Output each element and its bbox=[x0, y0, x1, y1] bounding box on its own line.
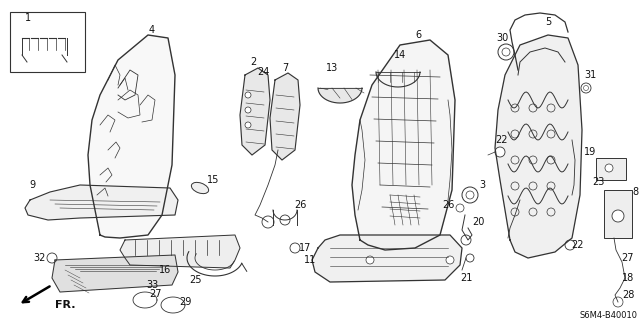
Polygon shape bbox=[312, 235, 462, 282]
Circle shape bbox=[529, 156, 537, 164]
Text: 13: 13 bbox=[326, 63, 338, 73]
Text: 11: 11 bbox=[304, 255, 316, 265]
Circle shape bbox=[461, 235, 471, 245]
Circle shape bbox=[498, 44, 514, 60]
Polygon shape bbox=[352, 40, 455, 250]
Circle shape bbox=[584, 85, 589, 91]
Text: 6: 6 bbox=[415, 30, 421, 40]
Text: 7: 7 bbox=[282, 63, 288, 73]
Circle shape bbox=[511, 104, 519, 112]
Polygon shape bbox=[495, 35, 582, 258]
Circle shape bbox=[502, 48, 510, 56]
Circle shape bbox=[262, 216, 274, 228]
Circle shape bbox=[245, 122, 251, 128]
Circle shape bbox=[466, 254, 474, 262]
Polygon shape bbox=[270, 73, 300, 160]
Circle shape bbox=[47, 253, 57, 263]
Text: 28: 28 bbox=[622, 290, 634, 300]
Polygon shape bbox=[25, 185, 178, 220]
Text: FR.: FR. bbox=[55, 300, 76, 310]
Polygon shape bbox=[318, 88, 362, 103]
Text: 29: 29 bbox=[179, 297, 191, 307]
Circle shape bbox=[466, 191, 474, 199]
Circle shape bbox=[245, 92, 251, 98]
Text: 23: 23 bbox=[592, 177, 604, 187]
Circle shape bbox=[495, 147, 505, 157]
Polygon shape bbox=[240, 68, 270, 155]
Circle shape bbox=[547, 208, 555, 216]
Text: 17: 17 bbox=[299, 243, 311, 253]
Text: 30: 30 bbox=[496, 33, 508, 43]
Text: 27: 27 bbox=[148, 289, 161, 299]
Text: 33: 33 bbox=[146, 280, 158, 290]
Circle shape bbox=[245, 107, 251, 113]
Circle shape bbox=[529, 208, 537, 216]
Text: 27: 27 bbox=[621, 253, 634, 263]
Polygon shape bbox=[88, 35, 175, 238]
Circle shape bbox=[280, 215, 290, 225]
Text: 4: 4 bbox=[149, 25, 155, 35]
Circle shape bbox=[456, 204, 464, 212]
Text: 20: 20 bbox=[472, 217, 484, 227]
Circle shape bbox=[565, 240, 575, 250]
Polygon shape bbox=[52, 255, 178, 292]
Bar bbox=[604, 190, 632, 238]
Circle shape bbox=[612, 210, 624, 222]
Text: 2: 2 bbox=[250, 57, 256, 67]
Text: 19: 19 bbox=[584, 147, 596, 157]
Text: 31: 31 bbox=[584, 70, 596, 80]
Bar bbox=[10, 12, 85, 72]
Circle shape bbox=[547, 156, 555, 164]
Text: 22: 22 bbox=[496, 135, 508, 145]
Text: 5: 5 bbox=[545, 17, 551, 27]
Circle shape bbox=[511, 182, 519, 190]
Circle shape bbox=[511, 156, 519, 164]
Circle shape bbox=[529, 182, 537, 190]
Circle shape bbox=[605, 164, 613, 172]
Circle shape bbox=[511, 130, 519, 138]
Text: 9: 9 bbox=[29, 180, 35, 190]
Text: 8: 8 bbox=[632, 187, 638, 197]
Circle shape bbox=[547, 182, 555, 190]
Text: 24: 24 bbox=[257, 67, 269, 77]
Ellipse shape bbox=[191, 182, 209, 194]
Text: 26: 26 bbox=[294, 200, 306, 210]
Text: 21: 21 bbox=[460, 273, 472, 283]
Circle shape bbox=[366, 256, 374, 264]
Circle shape bbox=[613, 297, 623, 307]
Text: S6M4-B40010: S6M4-B40010 bbox=[580, 310, 638, 319]
Bar bbox=[596, 158, 626, 180]
Circle shape bbox=[529, 104, 537, 112]
Circle shape bbox=[547, 104, 555, 112]
Text: 25: 25 bbox=[189, 275, 201, 285]
Text: 22: 22 bbox=[572, 240, 584, 250]
Text: 32: 32 bbox=[34, 253, 46, 263]
Text: 26: 26 bbox=[442, 200, 454, 210]
Circle shape bbox=[446, 256, 454, 264]
Circle shape bbox=[581, 83, 591, 93]
Polygon shape bbox=[120, 235, 240, 268]
Text: 14: 14 bbox=[394, 50, 406, 60]
Circle shape bbox=[529, 130, 537, 138]
Circle shape bbox=[547, 130, 555, 138]
Text: 3: 3 bbox=[479, 180, 485, 190]
Circle shape bbox=[511, 208, 519, 216]
Text: 18: 18 bbox=[622, 273, 634, 283]
Text: 1: 1 bbox=[25, 13, 31, 23]
Circle shape bbox=[290, 243, 300, 253]
Polygon shape bbox=[376, 72, 420, 87]
Text: 15: 15 bbox=[207, 175, 219, 185]
Text: 16: 16 bbox=[159, 265, 171, 275]
Circle shape bbox=[462, 187, 478, 203]
